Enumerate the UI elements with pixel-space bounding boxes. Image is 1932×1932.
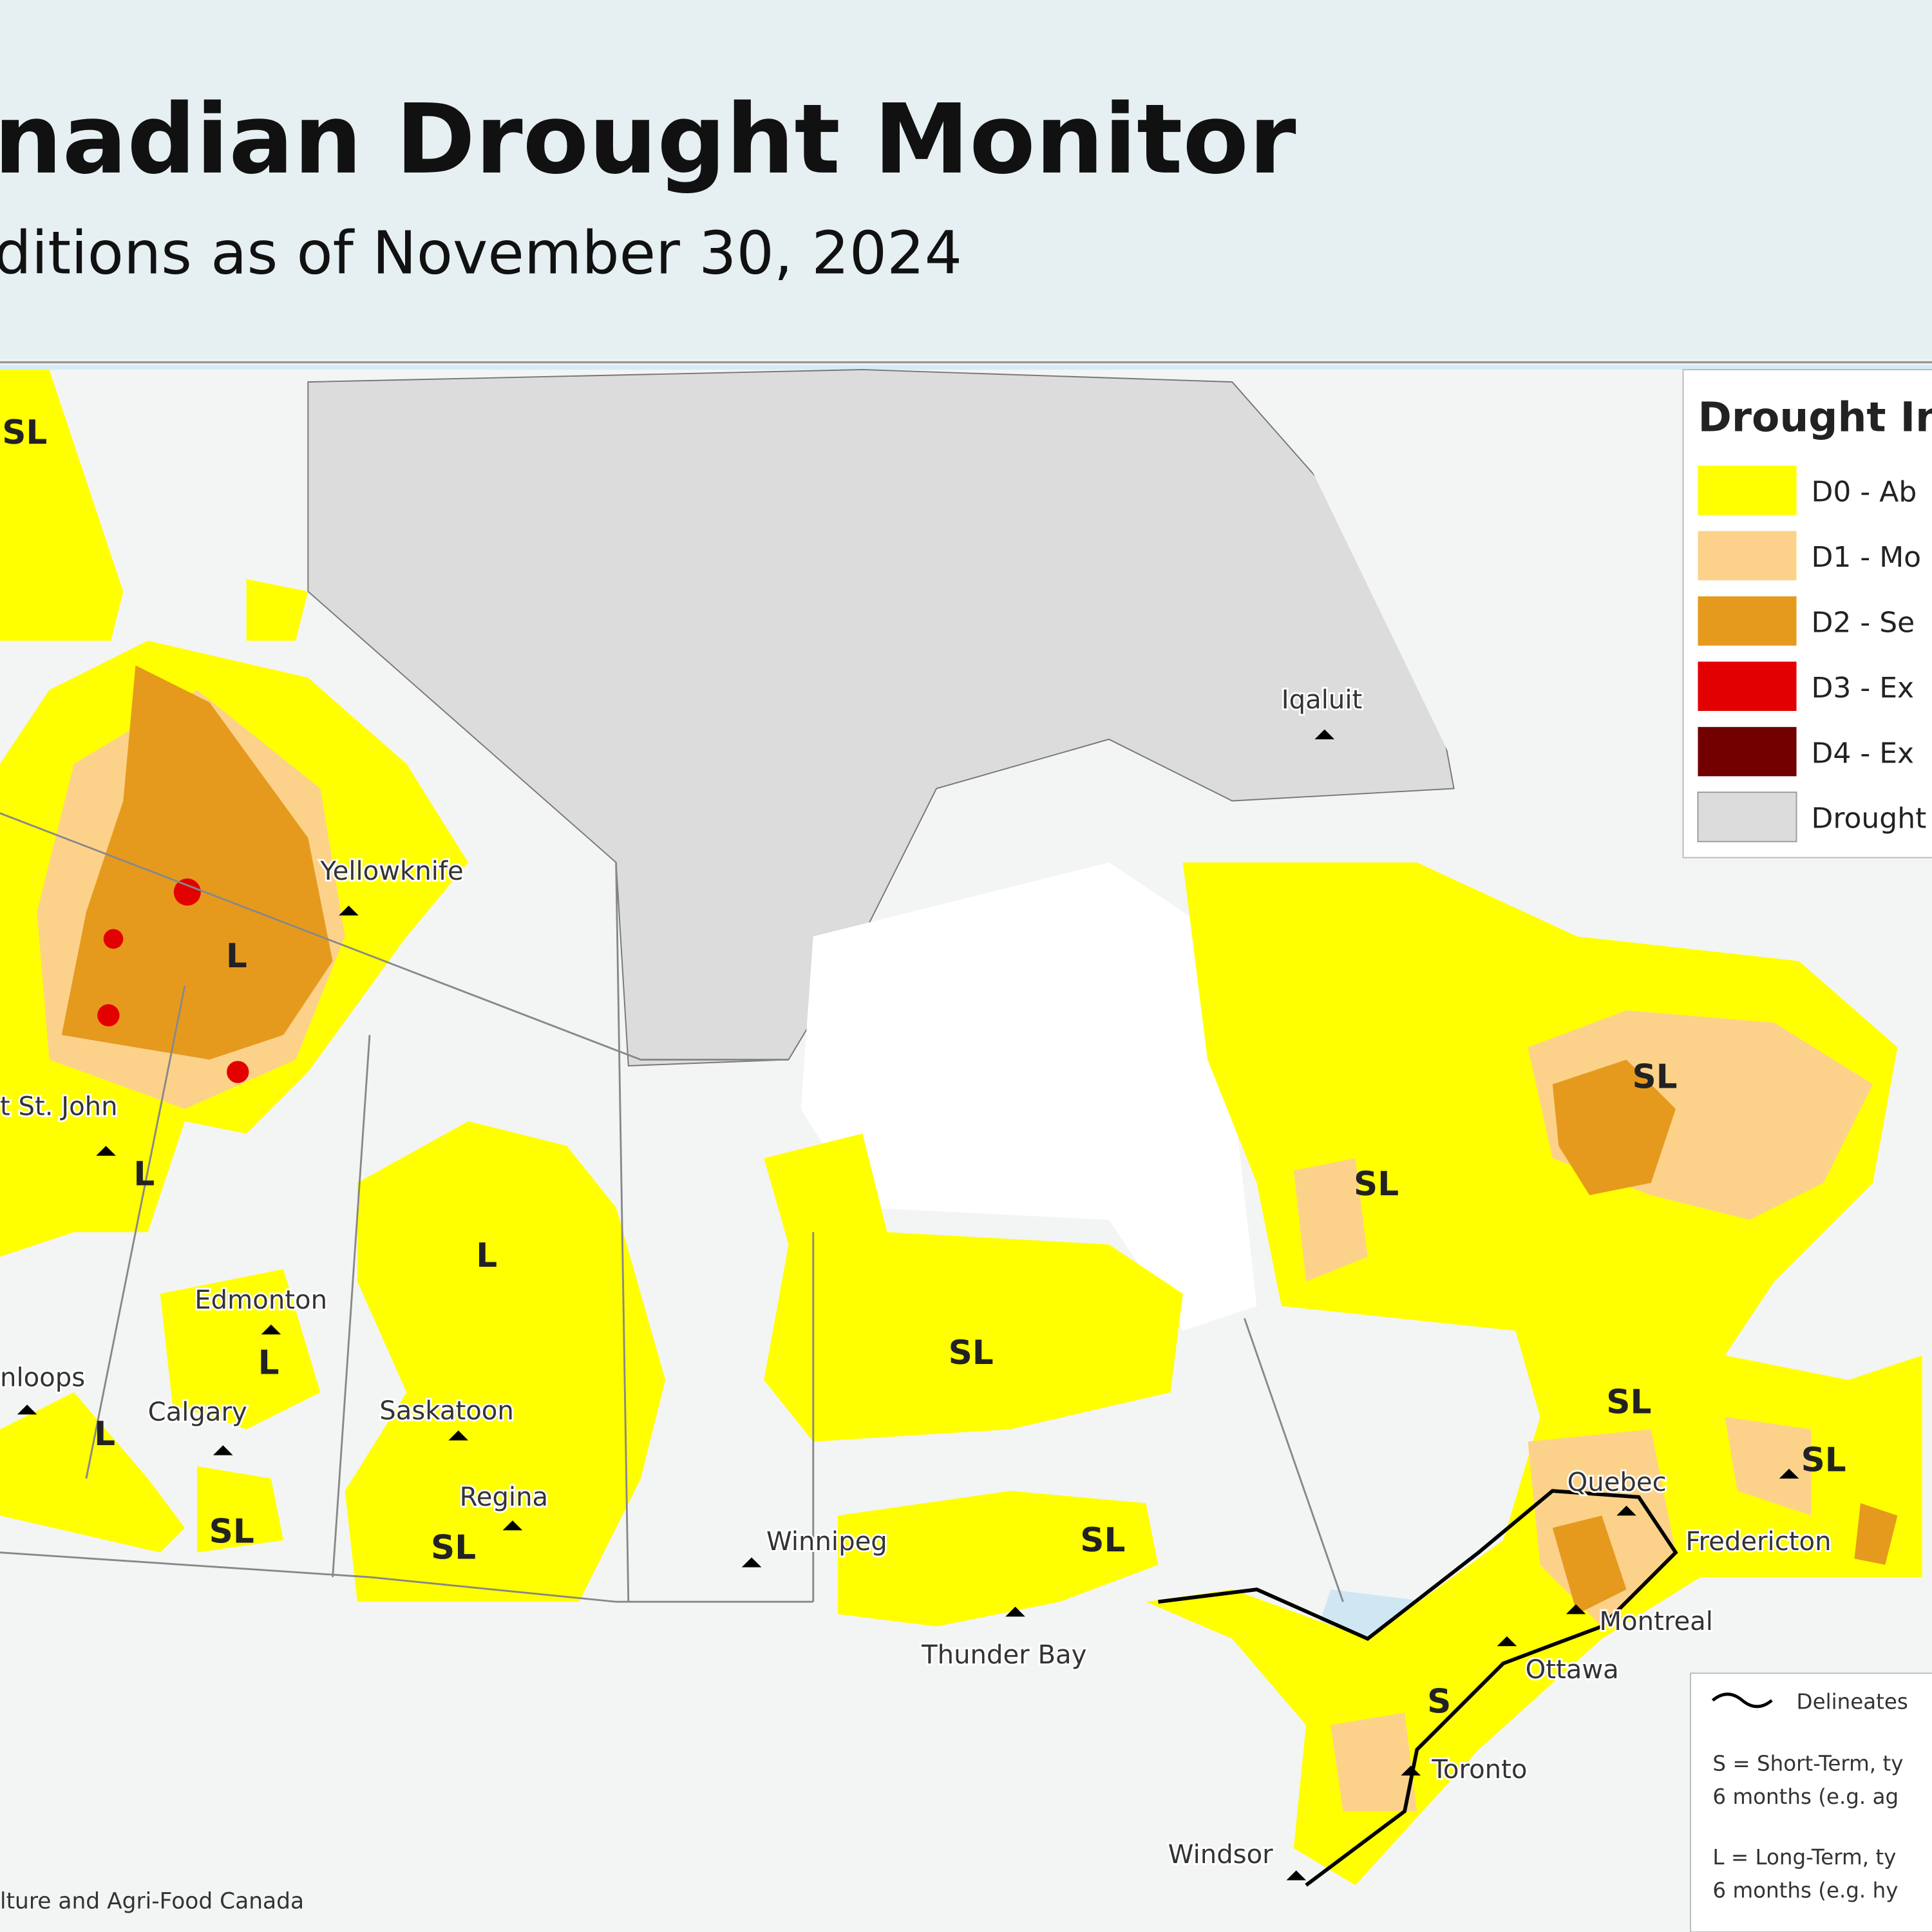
region-label: L — [133, 1155, 155, 1194]
d1 — [1293, 1010, 1873, 1812]
city-label: Regina — [460, 1482, 549, 1512]
legend-swatch — [1698, 466, 1797, 515]
borders — [0, 812, 1344, 1603]
city-label: Edmonton — [194, 1285, 327, 1315]
map — [0, 365, 1932, 1932]
notes-box — [1690, 1672, 1932, 1932]
legend-swatch — [1698, 596, 1797, 646]
notes: Delineates S = Short-Term, ty 6 months (… — [1690, 1672, 1932, 1932]
arctic-islands — [307, 369, 1455, 1066]
d3 — [103, 929, 124, 949]
legend-label: D0 - Ab — [1811, 476, 1917, 509]
city-label: Ottawa — [1526, 1655, 1619, 1685]
legend-label: D1 - Mo — [1811, 541, 1921, 574]
d3 — [227, 1061, 249, 1083]
legend-label: D3 - Ex — [1811, 672, 1914, 705]
city-label: Toronto — [1431, 1755, 1527, 1785]
city-label: Thunder Bay — [921, 1640, 1086, 1670]
city-label: Saskatoon — [379, 1396, 514, 1426]
region-label: SL — [1801, 1441, 1846, 1479]
legend-title: Drought In — [1698, 393, 1932, 441]
legend-label: D4 - Ex — [1811, 737, 1914, 770]
region-label: SL — [949, 1334, 994, 1372]
subtitle: ditions as of November 30, 2024 — [0, 219, 962, 288]
city-label: Yellowknife — [319, 857, 463, 886]
region-label: SL — [1606, 1383, 1651, 1422]
legend-label: D2 - Se — [1811, 607, 1915, 639]
legend-swatch — [1697, 791, 1797, 842]
city-label: Montreal — [1599, 1607, 1713, 1636]
note-text: L = Long-Term, ty — [1712, 1845, 1896, 1870]
legend-swatch — [1698, 531, 1797, 581]
region-label: L — [258, 1343, 279, 1382]
legend-label: Drought — [1811, 802, 1926, 835]
d3 — [97, 1004, 120, 1027]
region-label: L — [226, 937, 247, 976]
region-labels: SL L L L L L SL SL SL SL SL SL SL SL S — [2, 413, 1846, 1721]
header-bg — [0, 0, 1932, 360]
note-text: S = Short-Term, ty — [1712, 1751, 1903, 1776]
region-label: SL — [1354, 1165, 1399, 1204]
legend-swatch — [1698, 661, 1797, 711]
region-label: SL — [431, 1528, 476, 1567]
note-text: 6 months (e.g. hy — [1712, 1878, 1898, 1902]
city-label: Iqaluit — [1282, 685, 1362, 715]
note-text: Delineates — [1797, 1690, 1908, 1714]
region-label: L — [476, 1236, 497, 1275]
cities: Yellowknife Iqaluit t St. John Edmonton … — [0, 683, 1833, 1880]
city-label: Calgary — [148, 1397, 247, 1427]
d2 — [1552, 1059, 1898, 1615]
d2 — [61, 665, 333, 1060]
city-label: Windsor — [1168, 1840, 1273, 1870]
city-label: t St. John — [0, 1092, 118, 1122]
city-label: Winnipeg — [766, 1527, 887, 1557]
note-text: 6 months (e.g. ag — [1712, 1785, 1899, 1809]
legend-swatch — [1698, 726, 1797, 777]
region-label: SL — [209, 1512, 254, 1551]
region-label: SL — [2, 413, 47, 452]
hudson-bay — [800, 862, 1257, 1331]
legend: Drought In D0 - Ab D1 - Mo D2 - Se D3 - … — [1682, 369, 1932, 858]
d0 — [0, 369, 308, 641]
d0 — [764, 1133, 1183, 1627]
city-label: Fredericton — [1685, 1527, 1831, 1557]
d0 — [0, 1121, 666, 1602]
title: nadian Drought Monitor — [0, 84, 1296, 196]
region-label: S — [1427, 1682, 1451, 1721]
delineation-line — [1158, 1489, 1678, 1887]
city-label: Quebec — [1567, 1468, 1667, 1497]
region-label: SL — [1080, 1521, 1125, 1560]
region-label: SL — [1632, 1057, 1677, 1096]
delineation-icon — [1711, 1692, 1773, 1709]
d3 — [173, 878, 201, 906]
region-label: L — [94, 1415, 115, 1454]
greenland — [1269, 369, 1676, 863]
city-label: nloops — [0, 1363, 85, 1392]
credit: lture and Agri-Food Canada — [0, 1889, 304, 1915]
